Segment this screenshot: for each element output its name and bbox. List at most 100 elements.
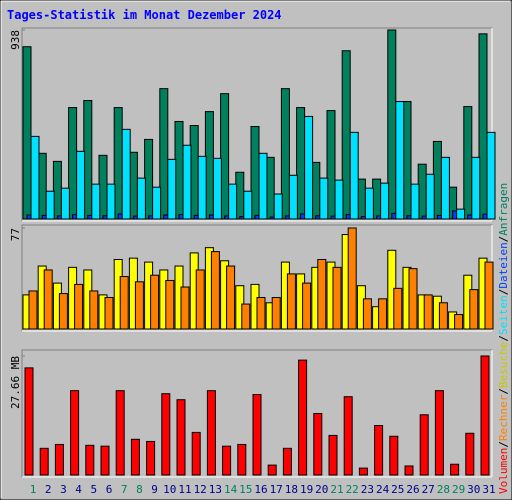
x-tick-label: 6 [106, 483, 113, 496]
bar [317, 258, 327, 330]
bar [419, 414, 429, 476]
legend-separator: / [497, 441, 510, 448]
x-tick-label: 1 [30, 483, 37, 496]
bar [298, 359, 308, 476]
bar [30, 135, 40, 220]
bar [252, 394, 262, 476]
x-tick-label: 28 [437, 483, 450, 496]
bar [374, 425, 384, 476]
x-tick-label: 14 [224, 483, 238, 496]
x-tick-label: 11 [178, 483, 191, 496]
bar [463, 106, 473, 220]
bar [104, 297, 114, 330]
bar [100, 445, 110, 476]
y-tick-label: 938 [9, 30, 22, 50]
bar [243, 190, 253, 220]
x-tick-label: 18 [285, 483, 298, 496]
bar [465, 432, 475, 476]
bar [425, 173, 435, 220]
bar [282, 447, 292, 476]
bar [161, 393, 171, 476]
bar [484, 261, 494, 330]
legend-entry: Volumen [497, 448, 510, 494]
bar [58, 293, 68, 330]
bar [378, 298, 388, 330]
bar [130, 438, 140, 476]
x-tick-label: 26 [406, 483, 419, 496]
bar [304, 115, 314, 220]
legend-entry: Rechner [497, 394, 510, 441]
bar [313, 412, 323, 476]
bar [454, 314, 464, 330]
bar [486, 131, 496, 220]
bar [106, 183, 116, 220]
x-tick-label: 30 [467, 483, 480, 496]
bar [334, 179, 344, 220]
bar [91, 183, 101, 220]
bar [271, 297, 281, 330]
bar [28, 290, 38, 330]
bar [180, 286, 190, 330]
bar [389, 435, 399, 476]
bar [85, 444, 95, 476]
x-tick-label: 2 [45, 483, 52, 496]
x-tick-label: 16 [254, 483, 267, 496]
legend: Volumen/Rechner/Besuche/Seiten/Dateien/A… [497, 183, 510, 494]
bar [273, 193, 283, 220]
x-tick-label: 3 [60, 483, 67, 496]
bar [471, 156, 481, 220]
x-tick-label: 31 [482, 483, 495, 496]
x-tick-label: 17 [270, 483, 283, 496]
bar [89, 290, 99, 330]
bar [343, 396, 353, 476]
bar [358, 467, 368, 476]
bar [480, 355, 490, 476]
bar [237, 443, 247, 476]
bar [362, 298, 372, 330]
bar [197, 155, 207, 220]
bar [469, 289, 479, 330]
legend-entry: Seiten [497, 295, 510, 335]
bar [408, 268, 418, 330]
bar [241, 303, 251, 330]
bar [438, 302, 448, 330]
x-tick-label: 29 [452, 483, 465, 496]
bar [76, 150, 86, 220]
bar [423, 294, 433, 330]
x-tick-label: 15 [239, 483, 252, 496]
bar [288, 174, 298, 220]
x-tick-label: 27 [422, 483, 435, 496]
x-tick-label: 13 [209, 483, 222, 496]
legend-separator: / [497, 289, 510, 296]
bar [74, 283, 84, 330]
bar [39, 447, 49, 476]
bar [152, 186, 162, 220]
legend-separator: / [497, 236, 510, 243]
bar [440, 156, 450, 220]
bar [191, 431, 201, 476]
x-tick-label: 25 [391, 483, 404, 496]
bar [206, 390, 216, 476]
bar [286, 273, 296, 330]
x-tick-label: 22 [346, 483, 359, 496]
x-tick-label: 9 [151, 483, 158, 496]
bar [182, 144, 192, 220]
bar [256, 297, 266, 330]
bar [226, 265, 236, 330]
x-tick-label: 4 [75, 483, 82, 496]
bar [212, 157, 222, 220]
x-tick-label: 5 [90, 483, 97, 496]
x-tick-label: 20 [315, 483, 328, 496]
legend-separator: / [497, 335, 510, 342]
bar [60, 187, 70, 220]
bar [121, 128, 131, 220]
x-tick-label: 8 [136, 483, 143, 496]
bar [347, 227, 357, 330]
bar [267, 464, 277, 476]
bar [222, 445, 232, 476]
y-tick-label: 27.66 MB [9, 356, 22, 409]
legend-entry: Dateien [497, 242, 510, 288]
bar [404, 465, 414, 476]
bar [410, 183, 420, 220]
